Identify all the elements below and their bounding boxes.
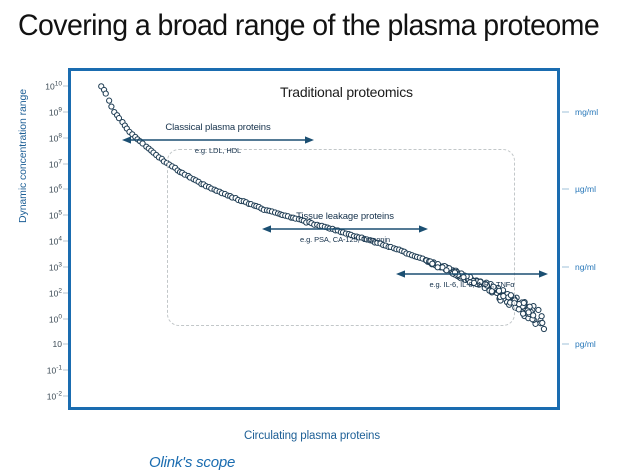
y-axis-tick-mark	[63, 137, 69, 139]
annotation-tissue-label: Tissue leakage proteins	[296, 211, 394, 222]
right-axis-tick-mark	[562, 343, 569, 345]
data-point-marker	[520, 299, 527, 307]
annotation-tissue-sublabel: e.g. PSA, CA-125, Troponin	[300, 235, 390, 244]
y-axis-tick-label: 106	[48, 183, 62, 195]
y-axis-tick-mark	[63, 111, 69, 113]
y-axis-tick-label: 1010	[45, 80, 62, 92]
right-axis-tick-mark	[562, 188, 569, 190]
y-axis-tick-mark	[63, 292, 69, 294]
data-point-marker	[525, 309, 532, 316]
data-point-marker	[482, 280, 489, 288]
data-point-marker	[519, 310, 527, 317]
y-axis-tick-group: 1010 109 108 107 106 105 104 103 102 100 10 10-1 10-…	[0, 0, 62, 467]
y-axis-tick-label: 10-1	[46, 364, 62, 376]
annotation-classical-plasma-proteins: Classical plasma proteins e.g. LDL, HDL	[122, 122, 314, 162]
y-axis-tick-label: 107	[48, 158, 62, 169]
annotation-cytokines-sublabel: e.g. IL-6, IL-8, INFγ, TNFα	[429, 280, 515, 289]
annotation-classical-label: Classical plasma proteins	[165, 122, 271, 133]
data-point-marker	[115, 115, 123, 122]
data-point-marker	[443, 267, 450, 274]
double-arrow-icon	[396, 270, 548, 278]
abundance-scatter-curve	[98, 83, 548, 333]
data-point-marker	[102, 90, 109, 97]
y-axis-tick-mark	[63, 163, 69, 164]
data-point-marker	[507, 292, 515, 299]
data-point-marker	[106, 97, 113, 104]
page-title: Covering a broad range of the plasma pro…	[18, 9, 600, 42]
y-axis-tick-mark	[63, 266, 69, 268]
y-axis-tick-mark	[63, 214, 69, 216]
traditional-proteomics-label: Traditional proteomics	[280, 84, 413, 100]
data-point-marker	[108, 103, 115, 110]
data-point-marker	[139, 140, 146, 147]
y-axis-tick-label: 105	[48, 209, 62, 221]
data-point-marker	[511, 299, 518, 307]
y-axis-tick-label: 10	[52, 339, 62, 350]
y-axis-tick-mark	[63, 369, 69, 371]
data-point-marker	[515, 306, 522, 313]
right-axis-tick-mark	[562, 111, 569, 113]
y-axis-tick-mark	[63, 188, 69, 190]
right-axis-tick-mark	[562, 266, 569, 268]
data-point-marker	[495, 287, 503, 294]
data-point-marker	[540, 325, 548, 333]
y-axis-tick-mark	[63, 85, 69, 87]
annotation-cytokines: e.g. IL-6, IL-8, INFγ, TNFα	[396, 262, 548, 296]
y-axis-tick-mark	[63, 318, 69, 319]
double-arrow-icon	[122, 136, 314, 144]
data-point-marker	[538, 313, 545, 320]
y-axis-tick-label: 10-2	[46, 390, 62, 402]
data-point-marker	[470, 279, 478, 286]
data-point-marker	[434, 264, 441, 271]
y-axis-tick-mark	[63, 395, 69, 397]
y-axis-tick-label: 100	[48, 313, 62, 324]
y-axis-tick-mark	[63, 343, 69, 345]
annotation-classical-sublabel: e.g. LDL, HDL	[194, 146, 242, 155]
right-axis-tick-label: mg/ml	[575, 106, 599, 117]
y-axis-tick-label: 104	[48, 235, 62, 247]
annotation-tissue-leakage-proteins: Tissue leakage proteins e.g. PSA, CA-125…	[262, 211, 428, 251]
data-point-marker	[535, 306, 542, 314]
y-axis-tick-label: 109	[48, 106, 62, 118]
double-arrow-icon	[262, 225, 428, 233]
data-point-marker	[539, 319, 546, 327]
data-point-marker	[477, 278, 484, 285]
y-axis-title: Dynamic concentration range	[17, 89, 29, 223]
right-axis-tick-label: µg/ml	[575, 184, 596, 195]
y-axis-tick-label: 108	[48, 132, 62, 144]
data-point-marker	[530, 312, 537, 319]
y-axis-tick-mark	[63, 240, 69, 242]
y-axis-tick-label: 103	[48, 261, 62, 273]
data-point-marker	[500, 293, 507, 300]
right-axis-tick-label: ng/ml	[575, 261, 596, 272]
y-axis-tick-label: 102	[48, 287, 62, 299]
right-axis-tick-label: pg/ml	[575, 339, 596, 350]
data-point-marker	[488, 288, 495, 295]
x-axis-title: Circulating plasma proteins	[243, 430, 380, 442]
olink-scope-label: Olink's scope	[149, 454, 236, 471]
chart-frame: Olink's scope	[68, 68, 560, 471]
